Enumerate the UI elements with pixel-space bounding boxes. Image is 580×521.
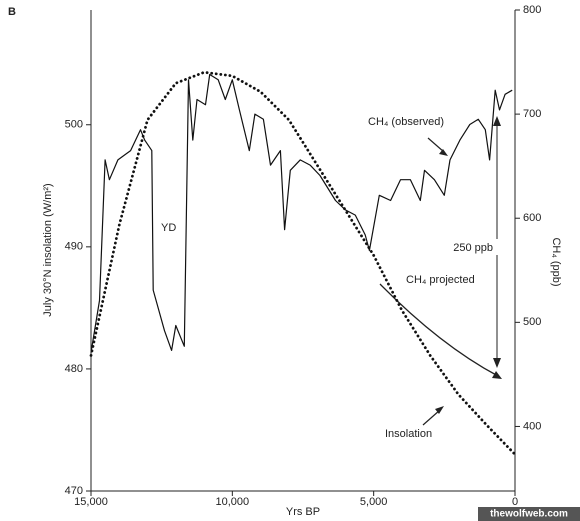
x-tick-label: 10,000 [216,496,250,508]
y-tick-label: 500 [65,119,83,131]
y2-tick-label: 400 [523,420,541,432]
x-tick-label: 5,000 [360,496,388,508]
arrow-head [439,149,448,156]
x-tick-label: 15,000 [74,496,108,508]
series-line [89,70,517,456]
y2-tick-label: 500 [523,316,541,328]
pointer-arrow [427,137,445,153]
y-tick-label: 480 [65,363,83,375]
y-axis-label: July 30°N insolation (W/m²) [42,183,54,316]
annotation: 250 ppb [453,242,493,254]
arrow-head [435,406,444,414]
watermark-bg [478,507,580,521]
label-bg [455,239,499,255]
watermark: thewolfweb.com [490,509,568,520]
series-label: CH₄ (observed) [368,116,444,128]
x-axis-label: Yrs BP [286,506,320,518]
panel-label: B [8,6,16,18]
pointer-arrow [422,409,441,426]
y-tick-label: 490 [65,241,83,253]
series-line [90,73,513,353]
x-tick-label: 0 [512,496,518,508]
y2-tick-label: 600 [523,212,541,224]
annotation: YD [161,222,176,234]
annotation: CH₄ projected [406,274,475,286]
y2-axis-label: CH₄ (ppb) [550,237,562,286]
arrow-head [492,371,502,379]
y2-tick-label: 700 [523,108,541,120]
y2-tick-label: 800 [523,4,541,16]
projection-arrow [379,283,499,377]
series-label: Insolation [385,428,432,440]
y-tick-label: 470 [65,485,83,497]
